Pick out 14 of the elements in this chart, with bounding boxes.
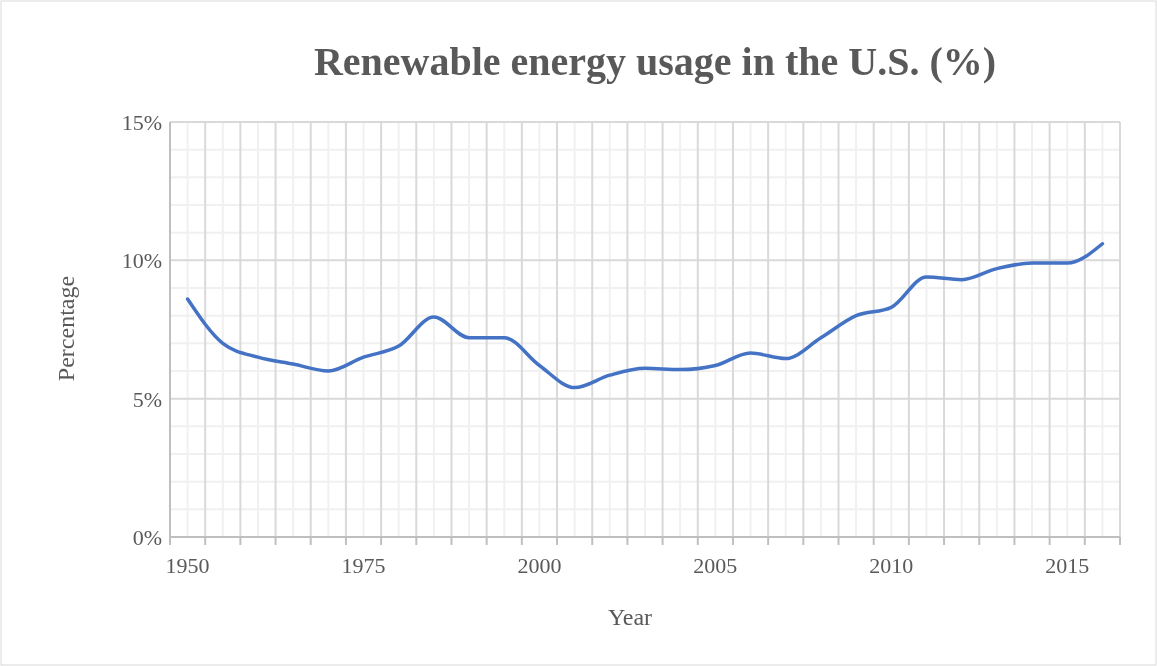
x-axis-title: Year xyxy=(607,604,653,630)
x-tick-label: 2015 xyxy=(1045,553,1090,578)
line-series xyxy=(185,241,1105,390)
x-tick-label: 1975 xyxy=(341,553,386,578)
x-tick-label: 2000 xyxy=(517,553,562,578)
y-tick-label: 15% xyxy=(121,110,162,135)
y-tick-label: 5% xyxy=(132,386,162,412)
chart-title: Renewable energy usage in the U.S. (%) xyxy=(313,39,997,84)
y-axis-title: Percentage xyxy=(53,275,79,382)
y-tick-label: 10% xyxy=(121,248,162,274)
x-tick-label: 1950 xyxy=(165,553,210,578)
x-tick-label: 2005 xyxy=(693,553,738,578)
x-tick-label: 2010 xyxy=(869,553,914,578)
y-tick-label: 0% xyxy=(132,525,162,550)
